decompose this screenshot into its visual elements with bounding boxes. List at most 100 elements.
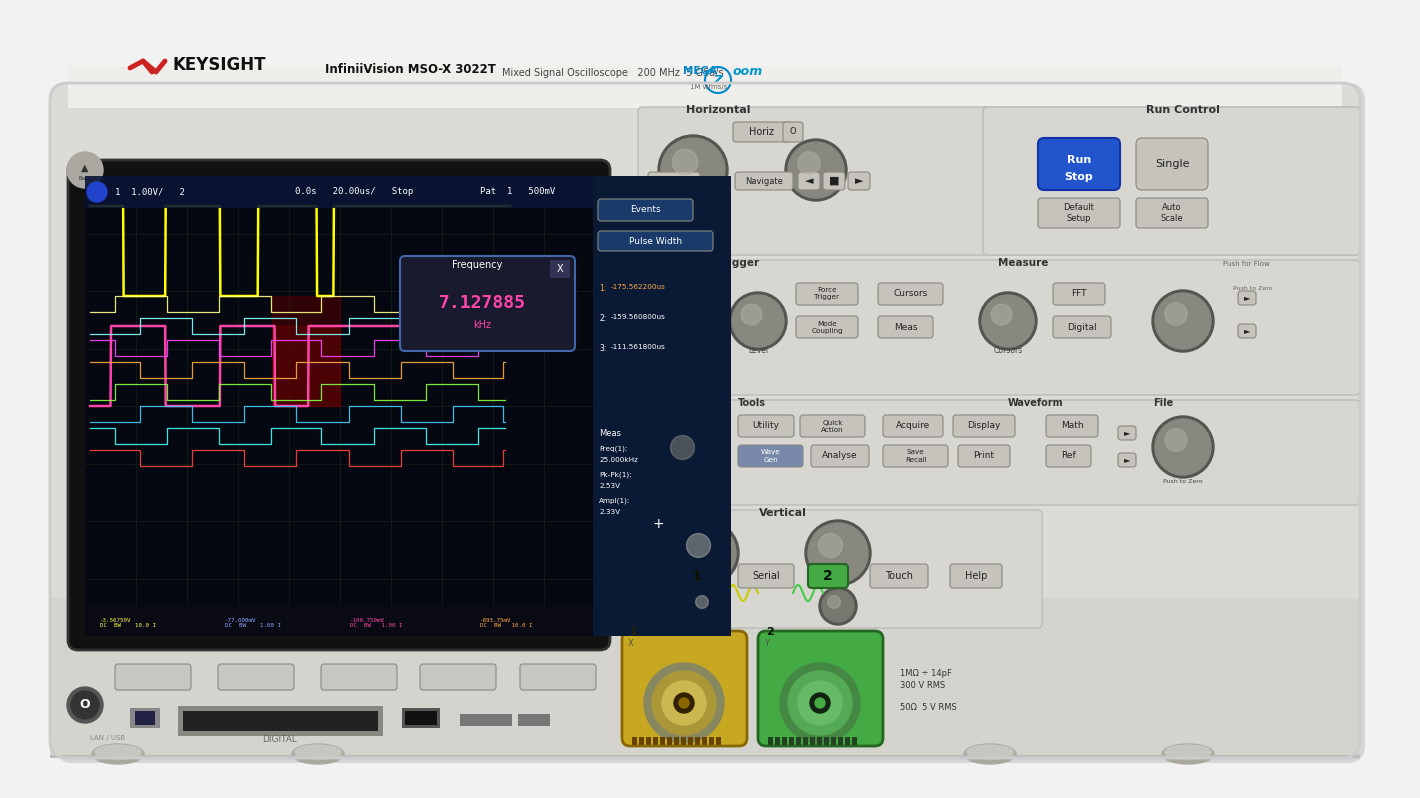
Text: 50Ω  5 V RMS: 50Ω 5 V RMS	[900, 703, 957, 712]
FancyBboxPatch shape	[797, 316, 858, 338]
Text: Trigger: Trigger	[719, 258, 760, 268]
FancyBboxPatch shape	[520, 664, 596, 690]
Text: Measure: Measure	[998, 258, 1048, 268]
Ellipse shape	[95, 745, 141, 759]
FancyBboxPatch shape	[950, 564, 1003, 588]
Text: Mode
Coupling: Mode Coupling	[811, 321, 843, 334]
Bar	[694, 737, 700, 745]
FancyBboxPatch shape	[638, 107, 1360, 255]
Text: 2: 2	[765, 627, 774, 637]
Text: Display: Display	[967, 421, 1001, 430]
Text: ►: ►	[855, 176, 863, 186]
Text: +: +	[653, 517, 665, 531]
Bar	[68, 66, 1342, 108]
Circle shape	[657, 422, 723, 488]
FancyBboxPatch shape	[1038, 138, 1120, 190]
FancyBboxPatch shape	[824, 172, 845, 190]
Text: Pk-Pk(1):: Pk-Pk(1):	[599, 471, 632, 477]
Circle shape	[1164, 429, 1187, 451]
Text: -100.750mV
DC  BW   1.00 I: -100.750mV DC BW 1.00 I	[349, 618, 402, 628]
FancyBboxPatch shape	[219, 664, 294, 690]
Circle shape	[67, 687, 104, 723]
Text: Intensity: Intensity	[674, 488, 706, 494]
Bar	[682, 737, 686, 745]
Bar	[775, 737, 780, 745]
FancyBboxPatch shape	[1047, 415, 1098, 437]
Ellipse shape	[295, 745, 341, 759]
Circle shape	[808, 523, 868, 583]
Ellipse shape	[92, 744, 143, 764]
FancyBboxPatch shape	[400, 256, 575, 351]
Bar	[50, 755, 1360, 758]
Text: Utility: Utility	[753, 421, 780, 430]
FancyBboxPatch shape	[983, 107, 1360, 255]
Circle shape	[687, 587, 726, 625]
FancyBboxPatch shape	[1118, 453, 1136, 467]
Text: Run: Run	[1066, 155, 1091, 165]
Bar	[667, 737, 672, 745]
Circle shape	[645, 663, 724, 743]
Bar	[135, 711, 155, 725]
Text: Analyse: Analyse	[822, 452, 858, 460]
Text: MEGA: MEGA	[683, 66, 717, 76]
FancyBboxPatch shape	[870, 564, 929, 588]
Text: ▲: ▲	[81, 163, 88, 173]
Text: KEYSIGHT: KEYSIGHT	[173, 56, 267, 74]
Circle shape	[1152, 290, 1214, 352]
FancyBboxPatch shape	[798, 172, 819, 190]
Circle shape	[674, 693, 694, 713]
Bar	[809, 737, 815, 745]
Ellipse shape	[967, 745, 1012, 759]
Bar	[653, 737, 657, 745]
Circle shape	[676, 523, 736, 583]
Bar	[183, 711, 378, 731]
Bar	[831, 737, 836, 745]
Text: Math: Math	[1061, 421, 1083, 430]
Text: Zone: Zone	[665, 322, 687, 331]
Circle shape	[731, 295, 784, 347]
Bar	[845, 737, 851, 745]
Text: Print: Print	[974, 452, 994, 460]
Text: oom: oom	[733, 65, 764, 78]
Circle shape	[670, 436, 694, 460]
FancyBboxPatch shape	[676, 564, 716, 588]
Text: 1  1.00V/   2: 1 1.00V/ 2	[115, 188, 185, 196]
Text: Level: Level	[748, 346, 768, 355]
Circle shape	[991, 304, 1012, 325]
Circle shape	[728, 292, 787, 350]
Text: Acquire: Acquire	[896, 421, 930, 430]
Bar	[824, 737, 829, 745]
Text: Default
Setup: Default Setup	[1064, 203, 1095, 223]
Bar	[85, 176, 595, 636]
Circle shape	[809, 693, 831, 713]
Bar	[689, 737, 693, 745]
FancyBboxPatch shape	[782, 122, 802, 142]
FancyBboxPatch shape	[420, 664, 496, 690]
Ellipse shape	[1164, 745, 1211, 759]
Circle shape	[798, 681, 842, 725]
Circle shape	[660, 425, 720, 485]
FancyBboxPatch shape	[1118, 426, 1136, 440]
FancyBboxPatch shape	[878, 316, 933, 338]
Text: Horiz: Horiz	[750, 127, 774, 137]
Bar	[550, 260, 569, 278]
Circle shape	[780, 663, 861, 743]
FancyBboxPatch shape	[1136, 198, 1208, 228]
Bar	[852, 737, 858, 745]
Circle shape	[696, 595, 709, 608]
Text: InfiniiVision MSO-X 3022T: InfiniiVision MSO-X 3022T	[325, 63, 496, 76]
Text: Vertical: Vertical	[760, 508, 807, 518]
Ellipse shape	[964, 744, 1015, 764]
Text: Run Control: Run Control	[1146, 105, 1220, 115]
Bar	[646, 737, 650, 745]
FancyBboxPatch shape	[878, 283, 943, 305]
FancyBboxPatch shape	[953, 415, 1015, 437]
Circle shape	[1154, 419, 1211, 475]
Bar	[790, 737, 794, 745]
Bar	[674, 737, 679, 745]
Bar	[701, 737, 707, 745]
Bar	[178, 706, 383, 736]
Text: Digital: Digital	[1068, 322, 1096, 331]
Bar	[709, 737, 714, 745]
Circle shape	[679, 698, 689, 708]
